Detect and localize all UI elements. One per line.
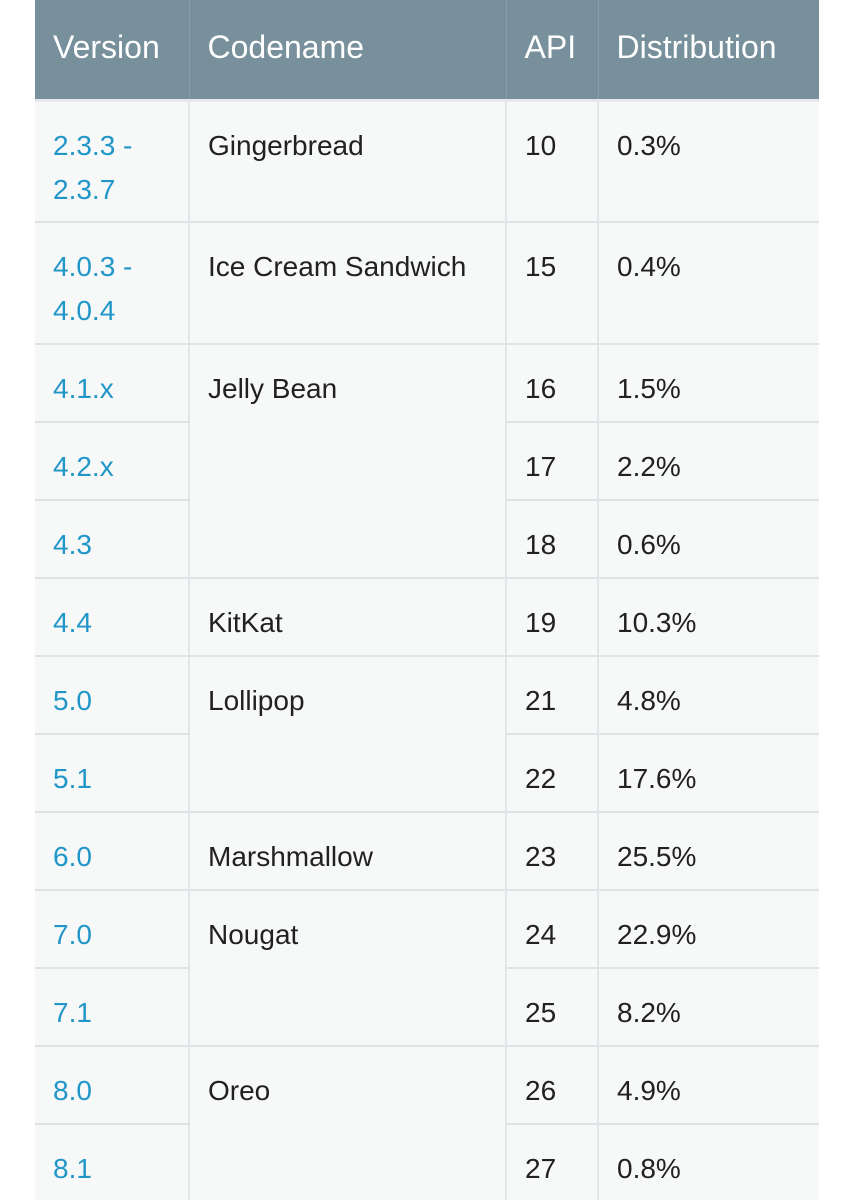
version-cell: 4.4: [35, 578, 190, 657]
api-cell: 10: [506, 100, 599, 223]
version-cell: 4.2.x: [35, 422, 190, 501]
distribution-cell: 22.9%: [598, 890, 819, 969]
api-cell: 18: [506, 500, 599, 579]
version-cell: 5.0: [35, 656, 190, 735]
version-link[interactable]: 8.0: [53, 1075, 92, 1106]
api-cell: 16: [506, 344, 599, 423]
distribution-cell: 4.8%: [598, 656, 819, 735]
codename-cell: Oreo: [189, 1046, 507, 1200]
table-row: 8.1 27 0.8%: [35, 1124, 819, 1200]
api-cell: 21: [506, 656, 599, 735]
api-cell: 24: [506, 890, 599, 969]
version-cell: 4.3: [35, 500, 190, 579]
distribution-cell: 0.3%: [598, 100, 819, 223]
distribution-cell: 25.5%: [598, 812, 819, 891]
distribution-cell: 10.3%: [598, 578, 819, 657]
version-cell: 4.1.x: [35, 344, 190, 423]
version-link[interactable]: 5.1: [53, 763, 92, 794]
table-row: 4.4 KitKat 19 10.3%: [35, 578, 819, 657]
distribution-cell: 0.8%: [598, 1124, 819, 1200]
header-version: Version: [35, 0, 190, 102]
codename-cell: Marshmallow: [189, 812, 507, 891]
distribution-cell: 8.2%: [598, 968, 819, 1047]
header-api: API: [506, 0, 599, 102]
header-distribution: Distribution: [598, 0, 819, 102]
version-link[interactable]: 4.0.3 - 4.0.4: [53, 251, 133, 326]
codename-cell: Gingerbread: [189, 100, 507, 223]
api-cell: 15: [506, 222, 599, 345]
api-cell: 17: [506, 422, 599, 501]
table-row: 2.3.3 - 2.3.7 Gingerbread 10 0.3%: [35, 100, 819, 223]
table-row: 8.0 Oreo 26 4.9%: [35, 1046, 819, 1200]
table-row: 7.1 25 8.2%: [35, 968, 819, 1047]
api-cell: 26: [506, 1046, 599, 1125]
table-header: Version Codename API Distribution: [35, 0, 819, 102]
version-link[interactable]: 4.2.x: [53, 451, 114, 482]
table-row: 4.1.x Jelly Bean 16 1.5%: [35, 344, 819, 579]
table-row: 5.1 22 17.6%: [35, 734, 819, 813]
version-link[interactable]: 4.3: [53, 529, 92, 560]
table-row: 4.3 18 0.6%: [35, 500, 819, 579]
codename-cell: Lollipop: [189, 656, 507, 813]
distribution-cell: 17.6%: [598, 734, 819, 813]
version-cell: 7.0: [35, 890, 190, 969]
table-body: 2.3.3 - 2.3.7 Gingerbread 10 0.3% 4.0.3 …: [35, 100, 819, 1200]
distribution-cell: 1.5%: [598, 344, 819, 423]
android-distribution-table: Version Codename API Distribution 2.3.3 …: [35, 0, 819, 1200]
distribution-cell: 2.2%: [598, 422, 819, 501]
table-row: 6.0 Marshmallow 23 25.5%: [35, 812, 819, 891]
version-link[interactable]: 8.1: [53, 1153, 92, 1184]
api-cell: 23: [506, 812, 599, 891]
table-row: 4.0.3 - 4.0.4 Ice Cream Sandwich 15 0.4%: [35, 222, 819, 345]
version-cell: 5.1: [35, 734, 190, 813]
distribution-table-container: Version Codename API Distribution 2.3.3 …: [35, 0, 819, 1200]
header-row: Version Codename API Distribution: [35, 0, 819, 102]
version-link[interactable]: 4.1.x: [53, 373, 114, 404]
version-link[interactable]: 7.1: [53, 997, 92, 1028]
api-cell: 25: [506, 968, 599, 1047]
table-row: 5.0 Lollipop 21 4.8%: [35, 656, 819, 813]
version-link[interactable]: 4.4: [53, 607, 92, 638]
version-link[interactable]: 2.3.3 - 2.3.7: [53, 129, 133, 205]
version-cell: 8.1: [35, 1124, 190, 1200]
distribution-cell: 0.6%: [598, 500, 819, 579]
version-link[interactable]: 7.0: [53, 919, 92, 950]
codename-cell: KitKat: [189, 578, 507, 657]
distribution-cell: 0.4%: [598, 222, 819, 345]
api-cell: 27: [506, 1124, 599, 1200]
codename-cell: Nougat: [189, 890, 507, 1047]
header-codename: Codename: [189, 0, 507, 102]
api-cell: 19: [506, 578, 599, 657]
version-cell: 7.1: [35, 968, 190, 1047]
version-cell: 8.0: [35, 1046, 190, 1125]
distribution-cell: 4.9%: [598, 1046, 819, 1125]
table-row: 7.0 Nougat 24 22.9%: [35, 890, 819, 1047]
version-cell: 4.0.3 - 4.0.4: [35, 222, 190, 345]
api-cell: 22: [506, 734, 599, 813]
codename-cell: Ice Cream Sandwich: [189, 222, 507, 345]
codename-cell: Jelly Bean: [189, 344, 507, 579]
version-link[interactable]: 6.0: [53, 841, 92, 872]
version-link[interactable]: 5.0: [53, 685, 92, 716]
table-row: 4.2.x 17 2.2%: [35, 422, 819, 501]
version-cell: 6.0: [35, 812, 190, 891]
version-cell: 2.3.3 - 2.3.7: [35, 100, 190, 223]
